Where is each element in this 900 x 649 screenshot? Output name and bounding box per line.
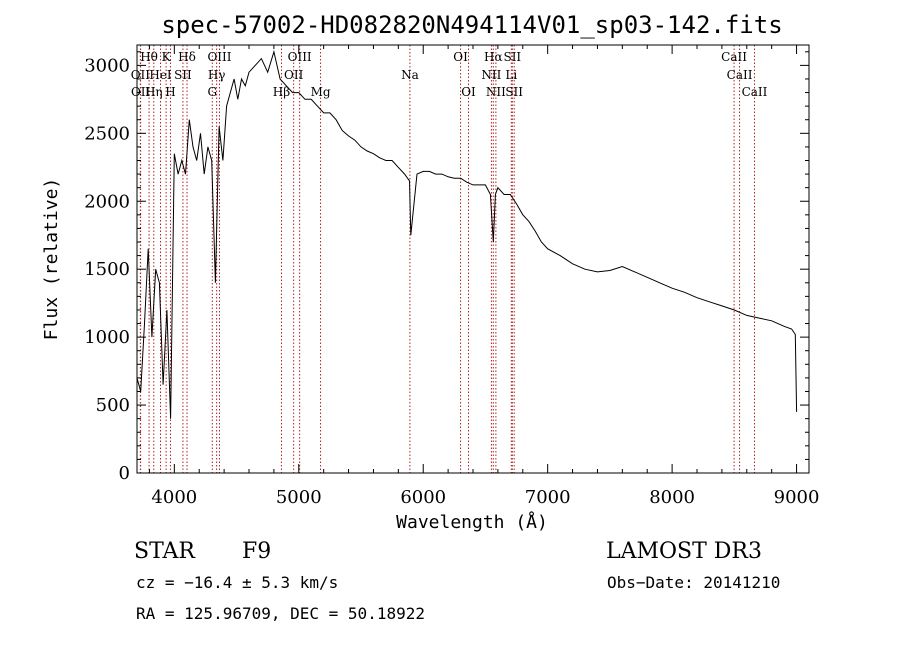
line-label: H: [165, 85, 175, 99]
line-label: CaII: [721, 50, 747, 64]
y-tick-label: 2500: [84, 123, 130, 144]
redshift-cz: cz = −16.4 ± 5.3 km/s: [136, 573, 338, 592]
x-tick-label: 8000: [649, 487, 695, 508]
object-type: STAR: [134, 539, 196, 564]
line-label: OII: [131, 85, 151, 99]
line-label: NII: [481, 68, 501, 82]
line-label: Hη: [145, 85, 163, 99]
y-axis-label: Flux (relative): [41, 178, 62, 341]
chart-title: spec-57002-HD082820N494114V01_sp03-142.f…: [161, 11, 782, 39]
line-label: CaII: [742, 85, 768, 99]
line-label: CaII: [727, 68, 753, 82]
line-label: Na: [401, 68, 419, 82]
y-tick-label: 500: [96, 395, 130, 416]
x-tick-label: 7000: [525, 487, 571, 508]
line-label: OII: [284, 68, 304, 82]
x-tick-label: 6000: [400, 487, 446, 508]
line-label: HeI: [149, 68, 172, 82]
line-label: OII: [131, 68, 151, 82]
y-tick-label: 3000: [84, 55, 130, 76]
x-tick-label: 4000: [151, 487, 197, 508]
x-tick-label: 5000: [276, 487, 322, 508]
object-subclass: F9: [242, 539, 271, 564]
line-label: OI: [453, 50, 468, 64]
line-label: Hδ: [178, 50, 196, 64]
flux-series-line: [136, 49, 798, 419]
line-label: G: [207, 85, 217, 99]
x-tick-label: 9000: [774, 487, 820, 508]
line-label: K: [162, 50, 172, 64]
spectral-line-markers: [139, 45, 755, 473]
x-axis-label: Wavelength (Å): [396, 511, 548, 533]
line-label: Hθ: [140, 50, 158, 64]
line-label: Li: [505, 68, 517, 82]
line-label: Hγ: [208, 68, 226, 82]
line-label: SII: [503, 50, 521, 64]
survey-name: LAMOST DR3: [606, 539, 762, 564]
line-label: Mg: [311, 85, 331, 99]
line-label: SII: [174, 68, 192, 82]
coordinates: RA = 125.96709, DEC = 50.18922: [136, 604, 425, 623]
obs-date: Obs−Date: 20141210: [607, 573, 780, 592]
line-label: OIII: [288, 50, 312, 64]
y-tick-label: 1000: [84, 327, 130, 348]
line-label: OIII: [207, 50, 231, 64]
y-tick-label: 2000: [84, 191, 130, 212]
y-axis-ticks: 0 500 1000 1500 2000 2500 3000: [84, 51, 809, 484]
line-label: Hβ: [273, 85, 290, 99]
line-label: OI: [461, 85, 476, 99]
line-label: SII: [505, 85, 523, 99]
y-tick-label: 1500: [84, 259, 130, 280]
y-tick-label: 0: [119, 463, 130, 484]
line-label: NII: [486, 85, 506, 99]
x-axis-ticks: 4000 5000 6000 7000 8000 9000: [148, 45, 820, 508]
plot-frame: [136, 44, 810, 474]
line-label: Hα: [484, 50, 503, 64]
